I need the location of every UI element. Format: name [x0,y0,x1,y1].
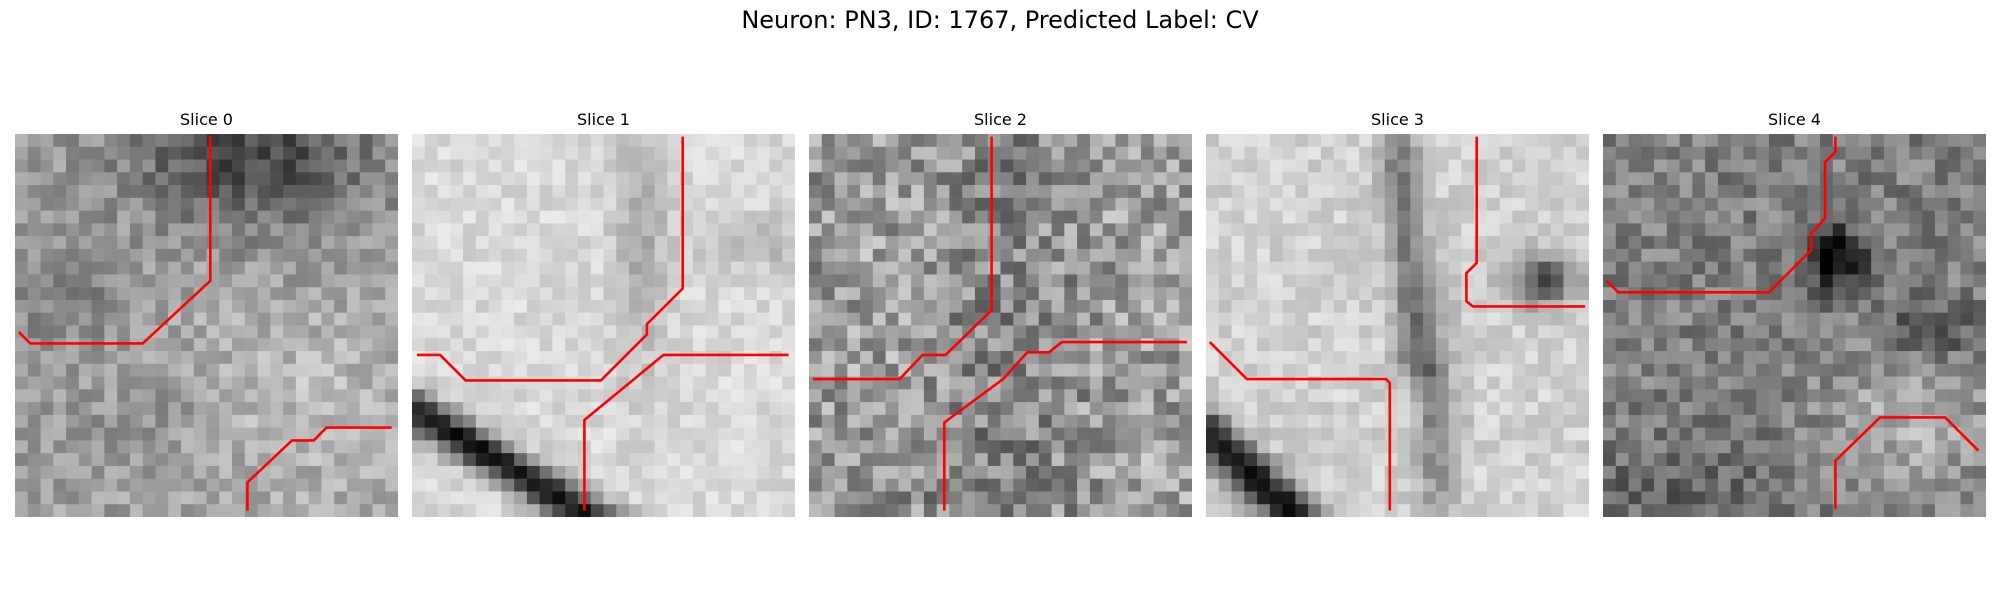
panel-slice-1: Slice 1 [412,108,795,517]
panel-title-slice-4: Slice 4 [1768,110,1821,129]
panel-title-slice-3: Slice 3 [1371,110,1424,129]
panel-title-slice-1: Slice 1 [577,110,630,129]
panel-title-slice-2: Slice 2 [974,110,1027,129]
trace-line-4-0 [1605,136,1837,294]
slice-image-2 [809,134,1192,517]
panel-slice-2: Slice 2 [809,108,1192,517]
trace-line-4-1 [1834,416,1980,510]
slice-image-0 [15,134,398,517]
trace-line-3-0 [1208,341,1392,511]
figure-title: Neuron: PN3, ID: 1767, Predicted Label: … [741,6,1259,34]
trace-line-0-1 [246,426,392,511]
panel-slice-0: Slice 0 [15,108,398,517]
trace-line-1-0 [417,136,685,382]
panel-slice-3: Slice 3 [1206,108,1589,517]
trace-line-0-0 [17,136,212,345]
slice-image-4 [1603,134,1986,517]
trace-line-1-1 [583,353,789,511]
panel-slice-4: Slice 4 [1603,108,1986,517]
trace-line-2-1 [943,340,1187,511]
slice-image-1 [412,134,795,517]
panel-title-slice-0: Slice 0 [180,110,233,129]
trace-line-2-0 [812,136,993,381]
trace-line-3-1 [1465,136,1586,308]
slice-image-3 [1206,134,1589,517]
